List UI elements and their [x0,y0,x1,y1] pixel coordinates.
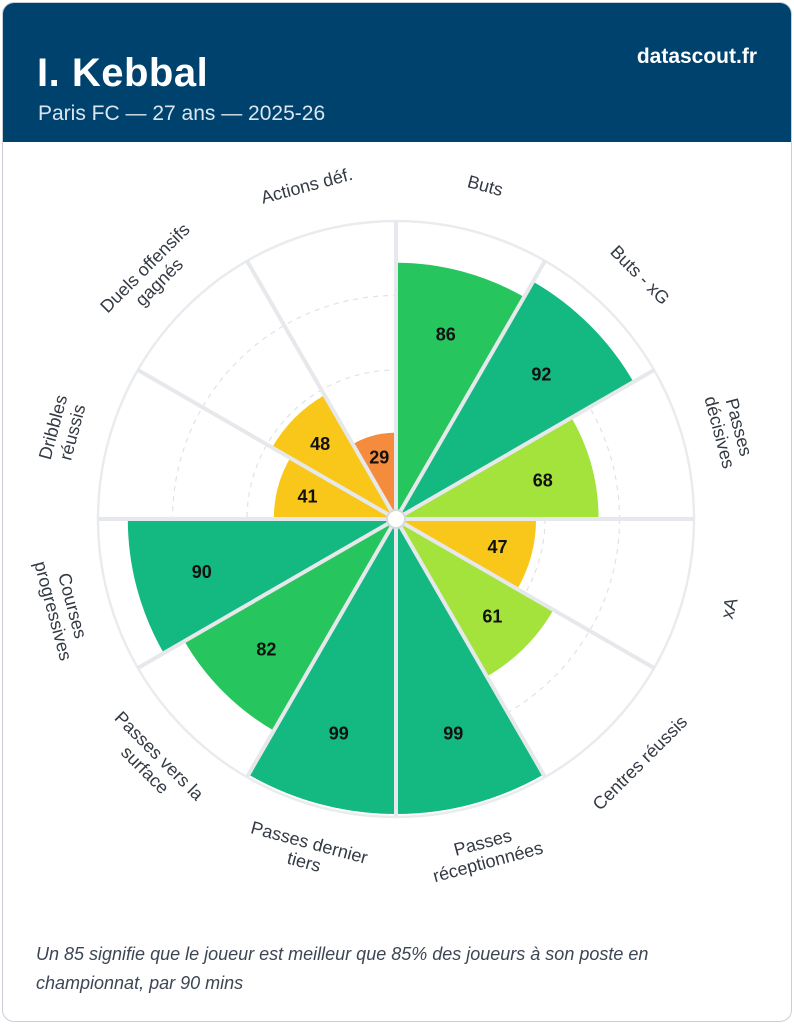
category-label: xA [717,596,742,621]
category-label-line: Centres réussis [589,712,692,815]
separator-spoke [394,368,656,521]
category-label-line: Actions déf. [259,164,355,208]
value-label: 99 [443,724,463,744]
bar-wedge [396,519,537,590]
value-label: 82 [256,640,276,660]
separator-spoke [394,259,547,521]
center-hub [386,509,406,529]
value-label: 90 [192,562,212,582]
category-label-line: Buts [465,171,505,200]
value-label: 41 [297,486,317,506]
bar-wedge [396,519,554,677]
separator-spoke [136,517,397,670]
value-label: 86 [436,324,456,344]
separator-spoke [394,517,547,779]
bar-wedge [396,417,599,519]
value-label: 29 [369,447,389,467]
bar-wedge [396,262,525,519]
category-label-line: xA [717,596,742,621]
category-label: Buts - xG [606,241,673,308]
separator-spoke [394,517,656,670]
category-label: Actions déf. [259,164,355,208]
category-label: Buts [465,171,505,200]
value-label: 47 [487,537,507,557]
bar-wedge [396,281,634,519]
bar-wedge [248,519,396,815]
header: I. Kebbal Paris FC — 27 ans — 2025-26 da… [3,3,791,142]
player-name: I. Kebbal [37,51,209,95]
bar-wedge [127,519,397,654]
value-label: 68 [533,471,553,491]
value-label: 48 [310,434,330,454]
player-subtitle: Paris FC — 27 ans — 2025-26 [38,102,326,125]
separator-spoke [245,517,398,779]
value-label: 61 [482,606,502,626]
bar-wedge [396,519,544,815]
footnote: Un 85 signifie que le joueur est meilleu… [36,944,649,993]
brand-link[interactable]: datascout.fr [636,45,757,68]
separator-spoke [245,259,398,521]
separators-layer [98,221,694,817]
bar-wedge [273,457,396,519]
bars-layer [127,262,634,815]
category-label: Centres réussis [589,712,692,815]
bar-wedge [184,519,396,731]
value-labels-layer: 86 92 68 47 61 99 99 82 90 41 48 29 [192,324,553,743]
category-label-line: Buts - xG [606,241,673,308]
value-label: 99 [329,724,349,744]
bar-wedge [272,395,396,519]
separator-spoke [136,368,397,521]
value-label: 92 [531,365,551,385]
